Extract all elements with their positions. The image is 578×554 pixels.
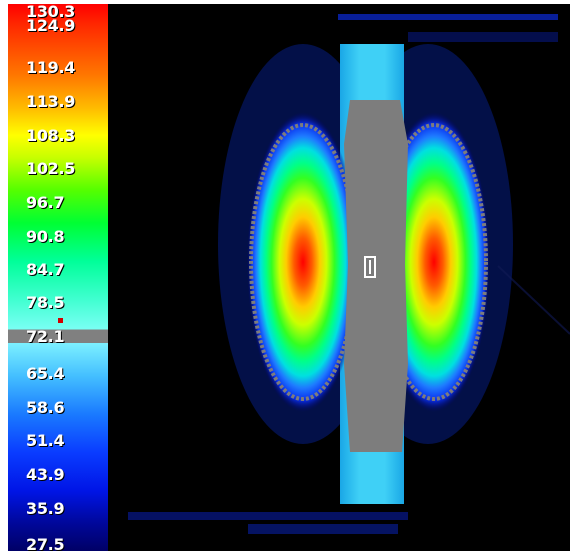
- legend-tick-14: 43.9: [26, 465, 65, 484]
- legend-tick-0: 130.3: [26, 2, 76, 21]
- legend-tick-7: 90.8: [26, 227, 65, 246]
- legend-tick-5: 102.5: [26, 159, 76, 178]
- legend-tick-6: 96.7: [26, 193, 65, 212]
- legend-tick-2: 119.4: [26, 58, 76, 77]
- legend-tick-10: 72.1: [26, 327, 65, 346]
- legend-tick-1: 124.9: [26, 16, 76, 35]
- legend-value-marker: [58, 318, 63, 323]
- legend-tick-15: 35.9: [26, 499, 65, 518]
- legend-tick-9: 78.5: [26, 293, 65, 312]
- legend-tick-12: 58.6: [26, 398, 65, 417]
- probe-marker: [364, 256, 376, 278]
- color-legend-bar: 130.3 124.9 119.4 113.9 108.3 102.5 96.7…: [8, 2, 108, 554]
- legend-tick-4: 108.3: [26, 126, 76, 145]
- legend-tick-16: 27.5: [26, 535, 65, 554]
- heatmap-svg: [128, 14, 570, 534]
- legend-tick-8: 84.7: [26, 260, 65, 279]
- legend-tick-11: 65.4: [26, 364, 65, 383]
- heatmap-field: [108, 4, 570, 551]
- legend-tick-3: 113.9: [26, 92, 76, 111]
- legend-tick-13: 51.4: [26, 431, 65, 450]
